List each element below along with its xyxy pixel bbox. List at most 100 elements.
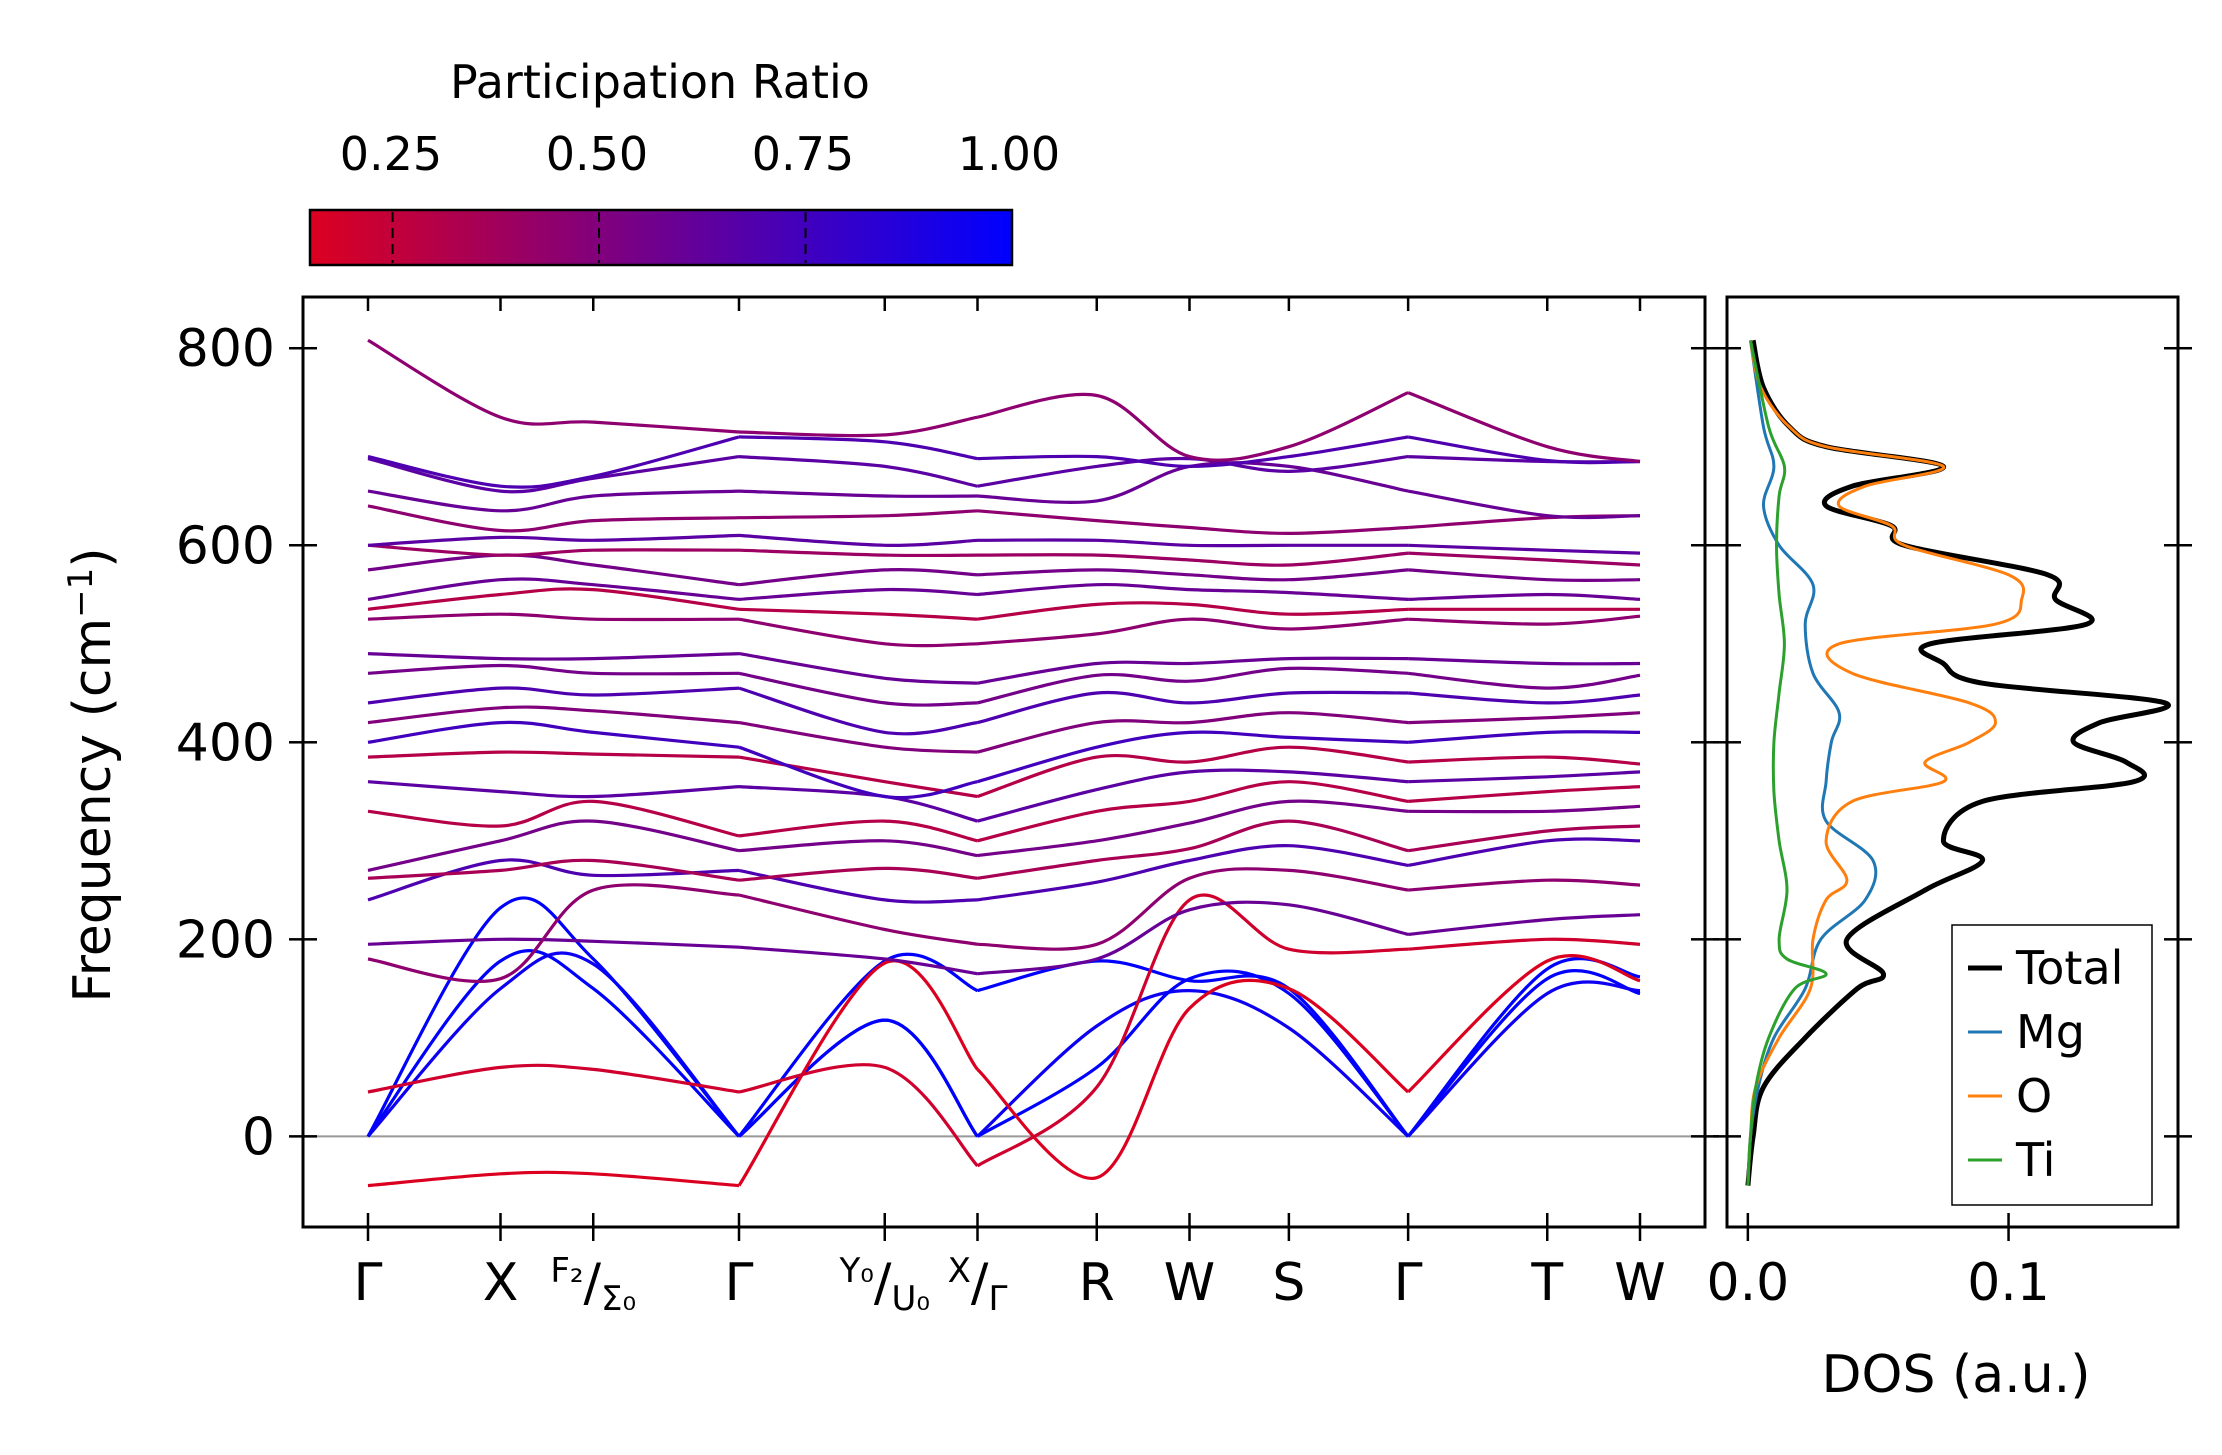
band-line [1407,435,1641,465]
band-line [1407,878,1641,892]
band-line [737,952,979,1138]
band-line [366,951,741,1138]
legend-label-total: Total [2015,941,2123,995]
band-line [738,617,978,648]
band-line [738,509,978,520]
band-line [738,548,978,558]
band-line [738,415,978,438]
band-line [977,656,1409,685]
band-line [738,866,978,882]
band-line [977,455,1409,488]
frequency-tick-label: 800 [176,319,275,379]
band-line [738,893,978,946]
band-line [1407,691,1641,705]
band-line [367,883,740,984]
band-line [976,745,1409,799]
band-line [977,867,1409,951]
band-line [1408,614,1641,626]
band-line [977,730,1409,784]
band-line [977,666,1409,705]
band-line [976,978,1410,1180]
band-line [367,577,740,601]
legend-label-ti: Ti [2015,1133,2055,1187]
band-line [738,652,978,685]
band-line [367,799,740,838]
band-line [1408,543,1641,555]
band-line [977,538,1409,548]
band-line [977,959,1410,1138]
band-line [367,504,740,533]
band-line [977,568,1409,582]
band-line [738,839,978,858]
band-line [977,780,1409,843]
band-line [367,1170,740,1188]
band-line [977,690,1409,725]
band-line [738,819,978,843]
band-line [977,768,1409,823]
frequency-tick-label: 400 [176,713,275,773]
band-line [977,461,1409,504]
colorbar-tick-label: 1.00 [958,127,1060,181]
band-line [738,533,978,547]
kpoint-label: F₂/Σ₀ [550,1251,636,1319]
band-line [1407,391,1641,464]
band-line [738,755,978,799]
band-line [977,391,1409,462]
band-line [977,711,1409,754]
band-line [738,489,978,498]
dos-x-tick-label: 0.1 [1967,1253,2050,1313]
band-line [367,652,740,661]
dos-x-tick-label: 0.0 [1707,1253,1790,1313]
band-line [367,750,740,759]
dos-panel: 0.0 0.1 DOS (a.u.) Total Mg O Ti [1707,295,2192,1405]
band-line [1408,551,1641,567]
kpoint-label: X/Γ [948,1251,1008,1319]
kpoint-label: W [1164,1253,1215,1313]
colorbar-gradient [308,208,1014,267]
dos-legend: Total Mg O Ti [1951,924,2153,1206]
band-line [367,858,740,882]
band-line [1407,730,1641,744]
kpoint-label: Γ [725,1253,754,1313]
band-line [738,721,978,754]
frequency-tick-labels: 0 200 400 600 800 [176,319,275,1167]
dos-curve-o [1746,339,2026,1186]
dos-curves [1745,339,2171,1186]
colorbar-title: Participation Ratio [450,55,870,109]
band-line [738,945,978,976]
band-line [738,1063,979,1167]
dos-curve-mg [1746,340,1878,1186]
band-line [976,893,1409,1168]
band-line [367,489,740,513]
band-line [367,612,740,622]
band-line [977,509,1409,536]
frequency-tick-label: 200 [176,910,275,970]
kpoint-labels: Γ X F₂/Σ₀ Γ Y₀/U₀X/Γ R W S Γ T W [354,1251,1666,1319]
dos-curve-total [1745,339,2171,1186]
kpoint-ticks [366,297,1642,1241]
legend-label-o: O [2016,1069,2052,1123]
band-line [977,844,1409,902]
band-line [976,988,1410,1138]
band-line [1407,785,1641,803]
kpoint-label: Γ [354,1253,383,1313]
band-line [738,568,978,587]
band-line [1407,489,1641,520]
y-axis-title: Frequency (cm−1) [61,547,123,1002]
frequency-tick-label: 600 [176,516,275,576]
kpoint-label: S [1272,1253,1305,1313]
frequency-tick-label: 0 [242,1107,275,1167]
band-line [977,435,1409,469]
band-line [1407,954,1641,1094]
band-line [367,937,740,949]
band-line [367,720,740,749]
band-line [738,686,978,736]
band-line [977,617,1409,646]
dos-ticks [1713,346,2192,1241]
band-line [1407,937,1641,951]
band-line [366,896,741,1138]
band-line [367,455,740,494]
band-line [738,607,978,621]
kpoint-label: X [483,1253,519,1313]
